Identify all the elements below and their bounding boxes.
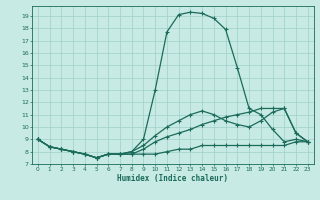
X-axis label: Humidex (Indice chaleur): Humidex (Indice chaleur) — [117, 174, 228, 183]
